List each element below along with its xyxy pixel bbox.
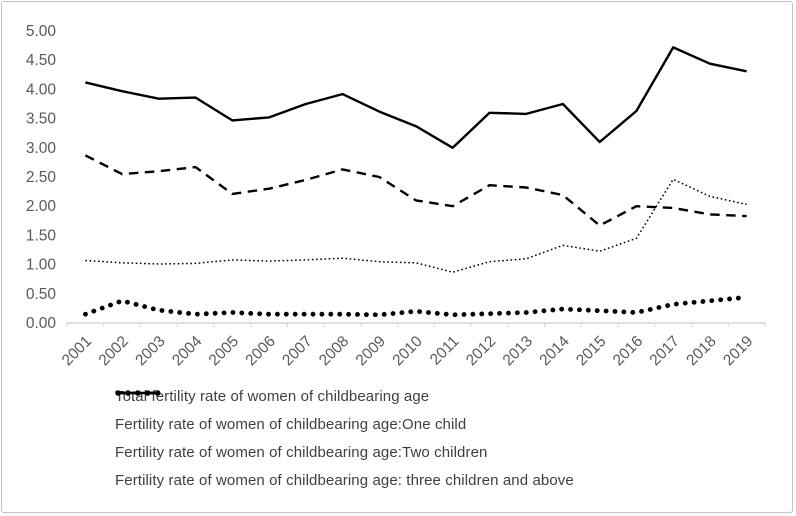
x-axis-tick-label: 2002 — [96, 333, 132, 369]
x-axis-tick-label: 2009 — [353, 333, 389, 369]
y-axis-tick-label: 4.50 — [26, 52, 57, 69]
x-axis-tick-label: 2011 — [427, 333, 463, 369]
x-axis-tick-label: 2007 — [279, 333, 315, 369]
y-axis-tick-label: 2.50 — [26, 169, 57, 186]
legend-label-two-children: Fertility rate of women of childbearing … — [115, 443, 488, 461]
y-axis-tick-label: 0.50 — [26, 286, 57, 303]
series-line-dashed — [84, 154, 747, 227]
y-axis-tick-label: 3.00 — [26, 140, 57, 157]
y-axis-tick-label: 4.00 — [26, 81, 57, 98]
x-axis-tick-label: 2003 — [132, 333, 168, 369]
y-axis-labels: 0.00 0.50 1.00 1.50 2.00 2.50 3.00 3.50 4.00 4.50… — [26, 23, 57, 332]
x-axis-tick-label: 2018 — [683, 333, 719, 369]
x-axis-tick-label: 2015 — [573, 333, 609, 369]
y-axis-tick-label: 2.00 — [26, 198, 57, 215]
x-axis-tick-label: 2010 — [389, 333, 426, 370]
legend-item-total: Total fertility rate of women of childbe… — [115, 386, 574, 406]
x-axis-tick-label: 2004 — [169, 333, 206, 370]
x-axis-tick-label: 2008 — [316, 333, 352, 369]
series-line-fine-dotted — [85, 178, 747, 273]
y-axis-tick-label: 3.50 — [26, 111, 57, 128]
legend-item-one-child: Fertility rate of women of childbearing … — [115, 391, 574, 434]
y-axis-tick-label: 1.00 — [26, 257, 57, 274]
x-axis-tick-label: 2014 — [536, 333, 573, 370]
bold-dotted-line-sample-icon — [115, 390, 161, 396]
legend-label-three-plus: Fertility rate of women of childbearing … — [115, 471, 574, 489]
legend-item-three-plus: Fertility rate of women of childbearing … — [115, 390, 574, 490]
x-axis-tick-label: 2012 — [463, 333, 499, 369]
x-axis-tick-label: 2017 — [647, 333, 683, 369]
series-lines — [83, 46, 749, 318]
x-axis-labels: 2001 2002 2003 2004 2005 2006 2007 2008 2009 2010… — [59, 333, 757, 370]
legend-item-two-children: Fertility rate of women of childbearing … — [115, 392, 574, 462]
x-axis-tick-label: 2005 — [206, 333, 242, 369]
y-axis-tick-label: 0.00 — [26, 315, 57, 332]
y-axis-tick-label: 1.50 — [26, 227, 57, 244]
x-axis-tick-label: 2016 — [610, 333, 646, 369]
x-axis-tick-label: 2019 — [720, 333, 756, 369]
x-axis-tick-label: 2001 — [59, 333, 95, 369]
y-axis-tick-label: 5.00 — [26, 23, 57, 40]
legend-label-total: Total fertility rate of women of childbe… — [115, 387, 430, 405]
x-axis-tick-label: 2013 — [500, 333, 536, 369]
series-line-bold-dotted — [83, 294, 749, 318]
series-line-solid — [85, 46, 747, 150]
x-axis-line — [66, 322, 766, 327]
x-axis-tick-label: 2006 — [242, 333, 278, 369]
chart-legend: Total fertility rate of women of childbe… — [115, 386, 574, 498]
legend-label-one-child: Fertility rate of women of childbearing … — [115, 415, 467, 433]
